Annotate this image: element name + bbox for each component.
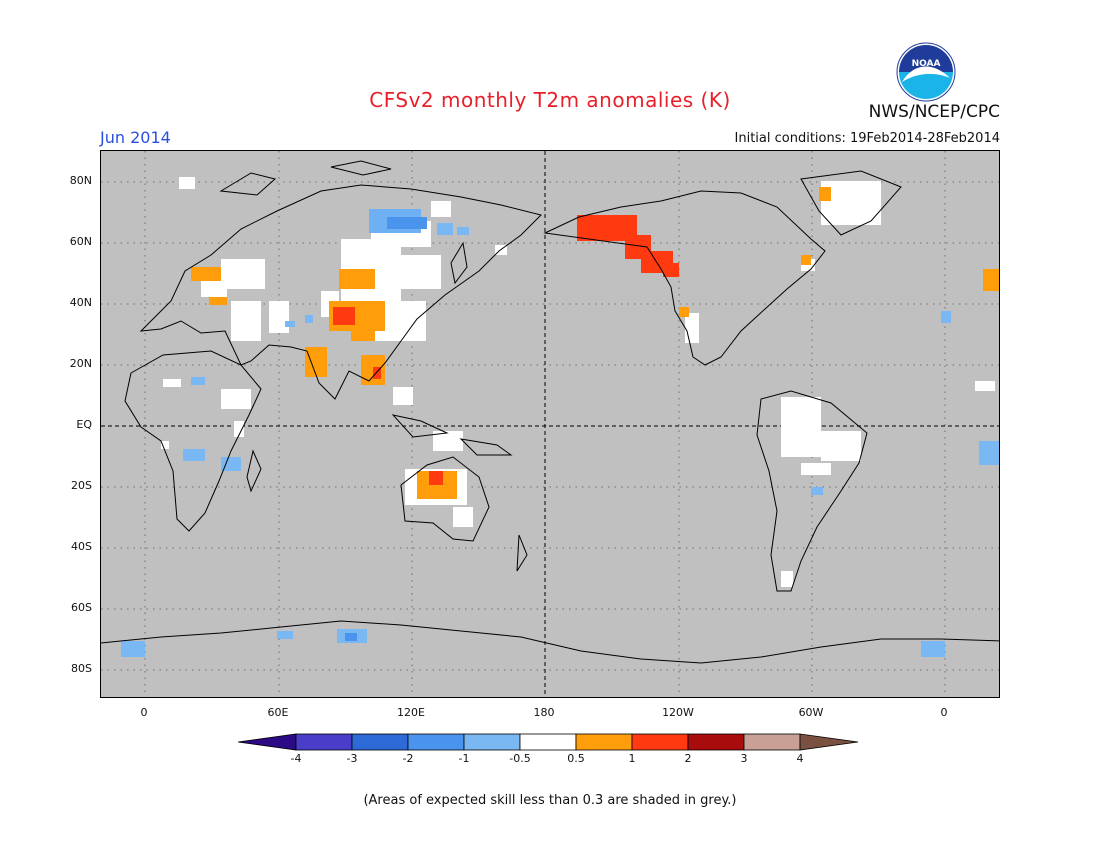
colorbar-segment <box>687 733 745 751</box>
colorbar-label: 4 <box>796 752 804 765</box>
lat-label-80s: 80S <box>71 662 92 675</box>
initial-conditions: Initial conditions: 19Feb2014-28Feb2014 <box>734 131 1000 146</box>
lon-label-120w: 120W <box>662 706 694 719</box>
colorbar-label: -3 <box>346 752 358 765</box>
colorbar-label: 0.5 <box>567 752 585 765</box>
colorbar-right-arrow <box>799 733 859 751</box>
lat-label-eq: EQ <box>76 418 92 431</box>
red-warm-areas <box>333 215 679 485</box>
colorbar-segment <box>351 733 409 751</box>
lon-label-60e: 60E <box>267 706 289 719</box>
colorbar-label: 3 <box>740 752 748 765</box>
lat-label-60s: 60S <box>71 601 92 614</box>
colorbar-label: -2 <box>402 752 414 765</box>
lat-label-40n: 40N <box>69 296 92 309</box>
colorbar-segment <box>631 733 689 751</box>
lon-label-60w: 60W <box>798 706 824 719</box>
colorbar-segment <box>407 733 465 751</box>
colorbar-segment <box>463 733 521 751</box>
footnote: (Areas of expected skill less than 0.3 a… <box>363 793 737 808</box>
lat-label-20s: 20S <box>71 479 92 492</box>
lat-label-20n: 20N <box>69 357 92 370</box>
colorbar-svg <box>237 733 859 751</box>
lat-label-40s: 40S <box>71 540 92 553</box>
colorbar-segment <box>519 733 577 751</box>
blue-cold-areas <box>121 209 999 657</box>
coastlines <box>101 160 999 664</box>
logo-text: NOAA <box>912 59 941 69</box>
colorbar <box>237 733 862 755</box>
map-svg <box>101 151 999 697</box>
chart-title: CFSv2 monthly T2m anomalies (K) <box>369 88 731 112</box>
graticule <box>101 151 999 697</box>
colorbar-label: -4 <box>290 752 302 765</box>
colorbar-left-arrow <box>237 733 297 751</box>
lon-label-0-right: 0 <box>940 706 948 719</box>
noaa-logo: NOAA <box>896 42 956 102</box>
colorbar-label: -0.5 <box>509 752 531 765</box>
colorbar-label: 2 <box>684 752 692 765</box>
lat-label-60n: 60N <box>69 235 92 248</box>
lon-label-180: 180 <box>533 706 555 719</box>
lon-label-120e: 120E <box>397 706 425 719</box>
month-label: Jun 2014 <box>100 128 171 147</box>
colorbar-segment <box>743 733 801 751</box>
colorbar-label: 1 <box>628 752 636 765</box>
colorbar-segment <box>295 733 353 751</box>
lat-label-80n: 80N <box>69 174 92 187</box>
anomaly-map <box>100 150 1000 698</box>
colorbar-label: -1 <box>458 752 470 765</box>
colorbar-segment <box>575 733 633 751</box>
white-near-normal-areas <box>161 177 995 587</box>
agency-label: NWS/NCEP/CPC <box>868 102 1000 122</box>
lon-label-0: 0 <box>140 706 148 719</box>
